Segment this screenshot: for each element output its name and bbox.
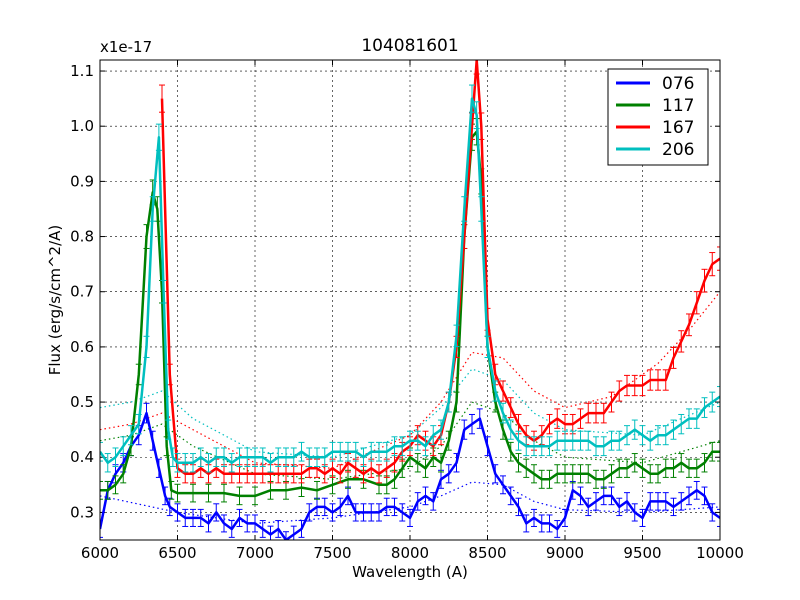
- y-tick-label: 1.0: [70, 117, 94, 135]
- series-117: [100, 118, 720, 506]
- series-line-206: [100, 97, 720, 465]
- model-line-076-model: [100, 481, 720, 525]
- legend-label: 167: [662, 118, 694, 138]
- x-tick-label: 6500: [158, 544, 196, 562]
- x-tick-label: 9500: [623, 544, 661, 562]
- y-offset-label: x1e-17: [100, 38, 152, 56]
- y-tick-label: 0.5: [70, 393, 94, 411]
- y-tick-label: 0.6: [70, 338, 94, 356]
- x-tick-label: 9000: [546, 544, 584, 562]
- x-tick-label: 7500: [313, 544, 351, 562]
- y-tick-label: 0.8: [70, 228, 94, 246]
- y-tick-label: 1.1: [70, 62, 94, 80]
- y-axis-title: Flux (erg/s/cm^2/A): [46, 225, 64, 376]
- x-tick-label: 6000: [81, 544, 119, 562]
- y-tick-label: 0.7: [70, 283, 94, 301]
- y-tick-label: 0.9: [70, 172, 94, 190]
- series-206: [100, 84, 720, 473]
- x-tick-label: 8000: [391, 544, 429, 562]
- y-tick-label: 0.4: [70, 448, 94, 466]
- chart-title: 104081601: [361, 36, 458, 56]
- x-axis-title: Wavelength (A): [352, 563, 468, 581]
- x-tick-label: 10000: [696, 544, 744, 562]
- plot-frame: [99, 59, 721, 541]
- legend-label: 206: [662, 140, 694, 160]
- x-tick-label: 8500: [468, 544, 506, 562]
- series-line-076: [100, 411, 720, 540]
- legend-label: 076: [662, 74, 694, 94]
- series-076: [100, 402, 720, 540]
- series-line-117: [100, 130, 720, 498]
- y-tick-label: 0.3: [70, 503, 94, 521]
- legend-label: 117: [662, 96, 694, 116]
- axis-ticks: 6000 6500 7000 7500 8000 8500 9000 9500 10000 0.3…: [70, 60, 744, 562]
- x-tick-label: 7000: [236, 544, 274, 562]
- data-series: [100, 60, 720, 540]
